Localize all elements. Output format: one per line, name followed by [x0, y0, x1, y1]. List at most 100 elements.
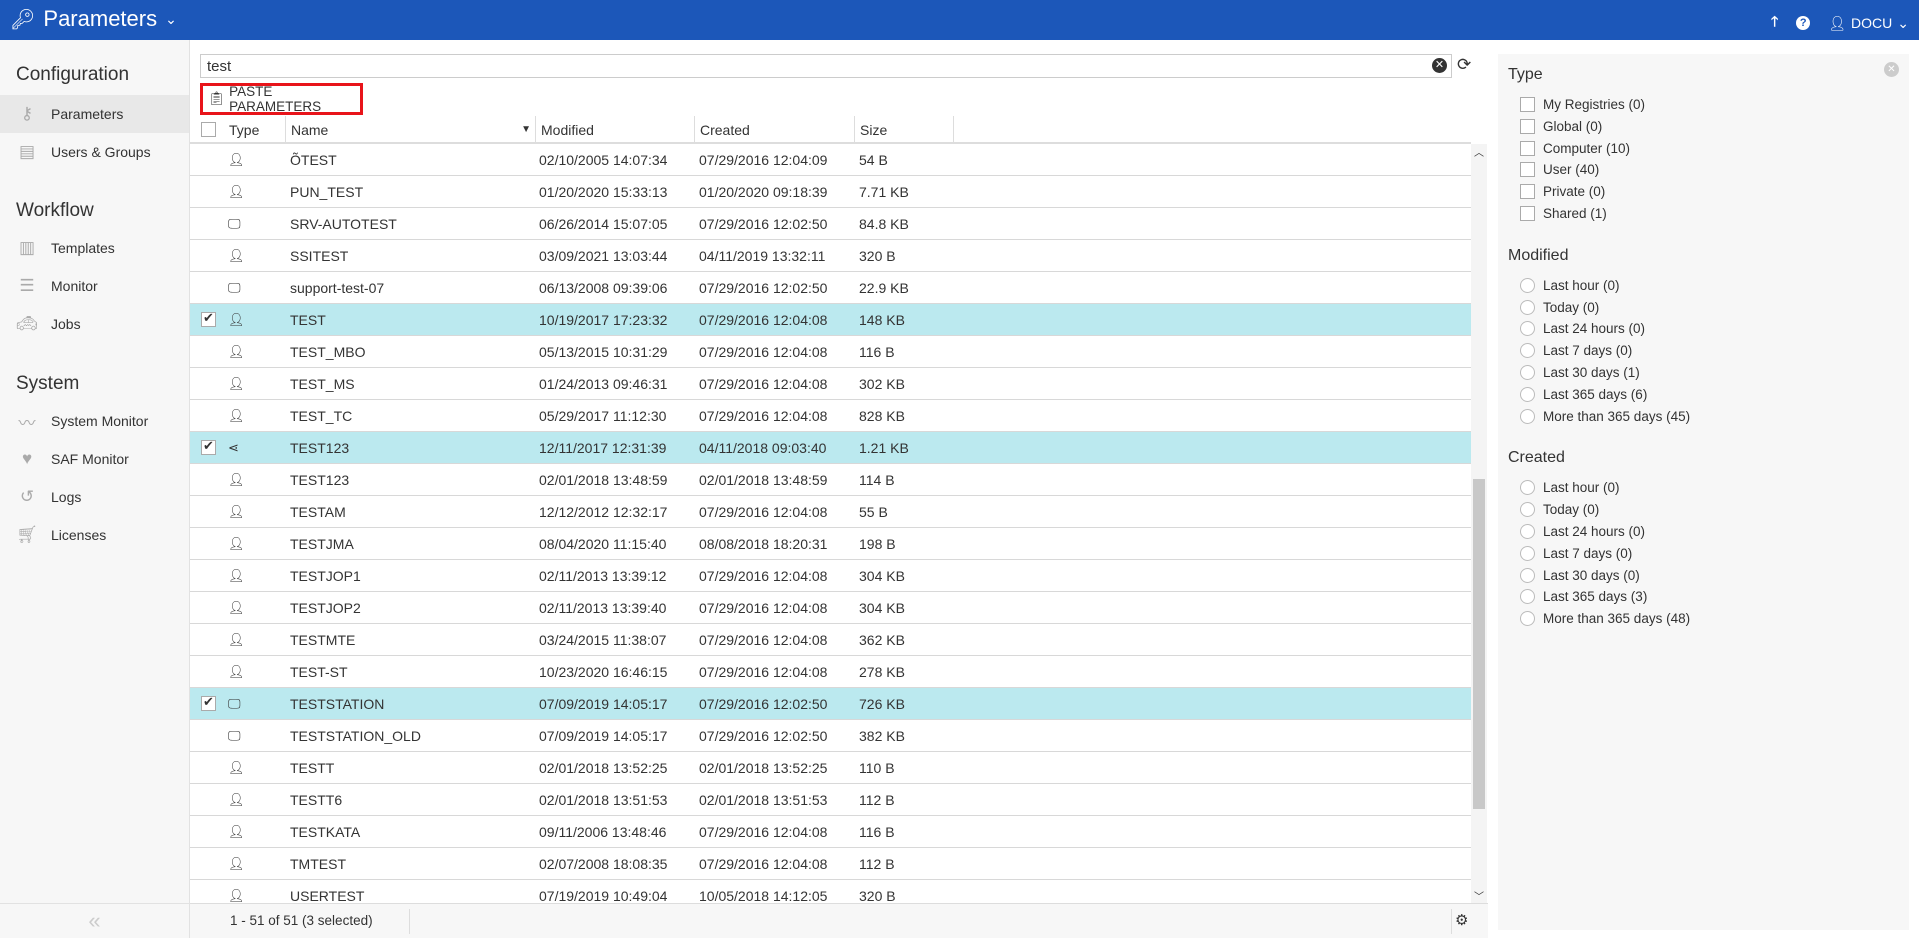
filter-type-option[interactable]: Shared (1): [1520, 203, 1607, 224]
table-row[interactable]: 👤︎ TEST_MBO 05/13/2015 10:31:29 07/29/2016 …: [190, 336, 1471, 368]
filter-created-option[interactable]: Today (0): [1520, 499, 1599, 520]
scroll-down-icon[interactable]: ﹀: [1474, 892, 1484, 903]
filter-type-option[interactable]: Private (0): [1520, 181, 1605, 202]
filter-radio[interactable]: [1520, 365, 1535, 380]
filter-created-option[interactable]: Last 7 days (0): [1520, 543, 1632, 564]
table-row[interactable]: 🖵 SRV-AUTOTEST 06/26/2014 15:07:05 07/29/20…: [190, 208, 1471, 240]
table-scrollbar[interactable]: ︿ ﹀: [1471, 144, 1487, 903]
column-created[interactable]: Created: [694, 116, 750, 144]
table-row[interactable]: 👤︎ TMTEST 02/07/2008 18:08:35 07/29/2016 12…: [190, 848, 1471, 880]
select-all-checkbox[interactable]: [201, 122, 216, 137]
filter-modified-option[interactable]: Last 30 days (1): [1520, 362, 1640, 383]
scrollbar-thumb[interactable]: [1473, 479, 1485, 809]
row-checkbox[interactable]: [201, 310, 216, 327]
table-row[interactable]: ⋖ TEST123 12/11/2017 12:31:39 04/11/2018 09…: [190, 432, 1471, 464]
sidebar-item-jobs[interactable]: 🚕︎ Jobs: [0, 305, 189, 343]
filter-modified-option[interactable]: More than 365 days (45): [1520, 406, 1690, 427]
table-row[interactable]: 👤︎ SSITEST 03/09/2021 13:03:44 04/11/2019 1…: [190, 240, 1471, 272]
table-row[interactable]: 👤︎ USERTEST 07/19/2019 10:49:04 10/05/2018 …: [190, 880, 1471, 903]
app-menu[interactable]: 🔑︎ Parameters ⌄: [10, 6, 177, 32]
filter-type-option[interactable]: My Registries (0): [1520, 94, 1645, 115]
filter-type-option[interactable]: Computer (10): [1520, 138, 1630, 159]
filter-radio[interactable]: [1520, 386, 1535, 402]
filter-created-option[interactable]: Last hour (0): [1520, 477, 1620, 498]
user-icon: 👤︎: [228, 760, 245, 775]
filter-checkbox[interactable]: [1520, 184, 1535, 200]
sidebar-item-templates[interactable]: ▥ Templates: [0, 229, 189, 267]
filter-created-option[interactable]: Last 30 days (0): [1520, 565, 1640, 586]
table-row[interactable]: 👤︎ TESTT 02/01/2018 13:52:25 02/01/2018 13:…: [190, 752, 1471, 784]
column-size[interactable]: Size: [854, 116, 954, 144]
filter-radio[interactable]: [1520, 343, 1535, 359]
close-filter-icon[interactable]: ✕: [1884, 62, 1899, 77]
sidebar-item-parameters[interactable]: ⚷ Parameters: [0, 95, 189, 133]
table-row[interactable]: 👤︎ TESTMTE 03/24/2015 11:38:07 07/29/2016 1…: [190, 624, 1471, 656]
table-row[interactable]: 👤︎ TESTJOP2 02/11/2013 13:39:40 07/29/2016 …: [190, 592, 1471, 624]
table-row[interactable]: 👤︎ TESTJOP1 02/11/2013 13:39:12 07/29/2016 …: [190, 560, 1471, 592]
paste-parameters-button[interactable]: 📋︎ PASTE PARAMETERS: [200, 83, 363, 115]
sidebar-item-users-groups[interactable]: ▤ Users & Groups: [0, 133, 189, 171]
row-checkbox[interactable]: [201, 694, 216, 711]
filter-modified-option[interactable]: Last 24 hours (0): [1520, 318, 1645, 339]
filter-checkbox[interactable]: [1520, 118, 1535, 134]
table-row[interactable]: 🖵 support-test-07 06/13/2008 09:39:06 07/29…: [190, 272, 1471, 304]
filter-checkbox[interactable]: [1520, 140, 1535, 156]
user-menu[interactable]: 👤︎ DOCU ⌄: [1828, 15, 1909, 32]
filter-radio[interactable]: [1520, 589, 1535, 605]
help-icon[interactable]: ?: [1796, 16, 1811, 30]
clear-search-icon[interactable]: ✕: [1432, 58, 1447, 73]
filter-modified-option[interactable]: Last 365 days (6): [1520, 384, 1647, 405]
filter-type-option[interactable]: User (40): [1520, 159, 1599, 180]
sidebar-item-logs[interactable]: ↺ Logs: [0, 478, 189, 516]
table-row[interactable]: 👤︎ TEST-ST 10/23/2020 16:46:15 07/29/2016 1…: [190, 656, 1471, 688]
filter-created-option[interactable]: Last 365 days (3): [1520, 586, 1647, 607]
filter-radio[interactable]: [1520, 524, 1535, 539]
table-row[interactable]: 👤︎ TEST123 02/01/2018 13:48:59 02/01/2018 1…: [190, 464, 1471, 496]
sidebar-item-saf-monitor[interactable]: ♥ SAF Monitor: [0, 440, 189, 478]
filter-radio[interactable]: [1520, 299, 1535, 315]
filter-radio[interactable]: [1520, 321, 1535, 337]
collapse-sidebar-button[interactable]: «: [0, 903, 189, 938]
sidebar-item-licenses[interactable]: 🛒︎ Licenses: [0, 516, 189, 554]
table-row[interactable]: 👤︎ ÕTEST 02/10/2005 14:07:34 07/29/2016 12:…: [190, 144, 1471, 176]
column-type[interactable]: Type: [229, 122, 260, 138]
table-row[interactable]: 👤︎ TESTAM 12/12/2012 12:32:17 07/29/2016 12…: [190, 496, 1471, 528]
filter-modified-option[interactable]: Last 7 days (0): [1520, 340, 1632, 361]
sidebar-item-system-monitor[interactable]: 〰 System Monitor: [0, 402, 189, 440]
filter-checkbox[interactable]: [1520, 97, 1535, 112]
sidebar-item-monitor[interactable]: ☰ Monitor: [0, 267, 189, 305]
table-row[interactable]: 👤︎ TESTJMA 08/04/2020 11:15:40 08/08/2018 1…: [190, 528, 1471, 560]
filter-radio[interactable]: [1520, 408, 1535, 424]
table-row[interactable]: 👤︎ TEST_TC 05/29/2017 11:12:30 07/29/2016 1…: [190, 400, 1471, 432]
filter-created-option[interactable]: More than 365 days (48): [1520, 608, 1690, 629]
refresh-icon[interactable]: ⟳: [1457, 55, 1472, 74]
filter-radio[interactable]: [1520, 277, 1535, 293]
scroll-up-icon[interactable]: ︿: [1474, 148, 1484, 159]
table-row[interactable]: 🖵 TESTSTATION_OLD 07/09/2019 14:05:17 07/29…: [190, 720, 1471, 752]
settings-gear-icon[interactable]: ⚙: [1455, 912, 1469, 929]
row-checkbox[interactable]: [201, 438, 216, 455]
column-name[interactable]: Name ▼: [285, 116, 535, 144]
filter-created-option[interactable]: Last 24 hours (0): [1520, 521, 1645, 542]
table-row[interactable]: 👤︎ TEST_MS 01/24/2013 09:46:31 07/29/2016 1…: [190, 368, 1471, 400]
table-row[interactable]: 🖵 TESTSTATION 07/09/2019 14:05:17 07/29/201…: [190, 688, 1471, 720]
upload-icon[interactable]: 🡑: [1770, 13, 1779, 29]
filter-modified-option[interactable]: Today (0): [1520, 297, 1599, 318]
table-row[interactable]: 👤︎ TESTKATA 09/11/2006 13:48:46 07/29/2016 …: [190, 816, 1471, 848]
filter-radio[interactable]: [1520, 567, 1535, 583]
filter-type-option[interactable]: Global (0): [1520, 116, 1602, 137]
filter-modified-option[interactable]: Last hour (0): [1520, 275, 1620, 296]
filter-checkbox[interactable]: [1520, 206, 1535, 221]
filter-radio[interactable]: [1520, 480, 1535, 496]
filter-radio[interactable]: [1520, 502, 1535, 518]
table-row[interactable]: 👤︎ PUN_TEST 01/20/2020 15:33:13 01/20/2020 …: [190, 176, 1471, 208]
table-row[interactable]: 👤︎ TESTT6 02/01/2018 13:51:53 02/01/2018 13…: [190, 784, 1471, 816]
monitor-icon: 🖵: [228, 216, 241, 231]
search-input[interactable]: [200, 54, 1452, 78]
filter-radio[interactable]: [1520, 545, 1535, 561]
filter-radio[interactable]: [1520, 611, 1535, 627]
column-modified[interactable]: Modified: [535, 116, 594, 144]
filter-checkbox[interactable]: [1520, 162, 1535, 178]
table-row[interactable]: 👤︎ TEST 10/19/2017 17:23:32 07/29/2016 12:0…: [190, 304, 1471, 336]
row-created: 07/29/2016 12:04:08: [699, 504, 828, 520]
